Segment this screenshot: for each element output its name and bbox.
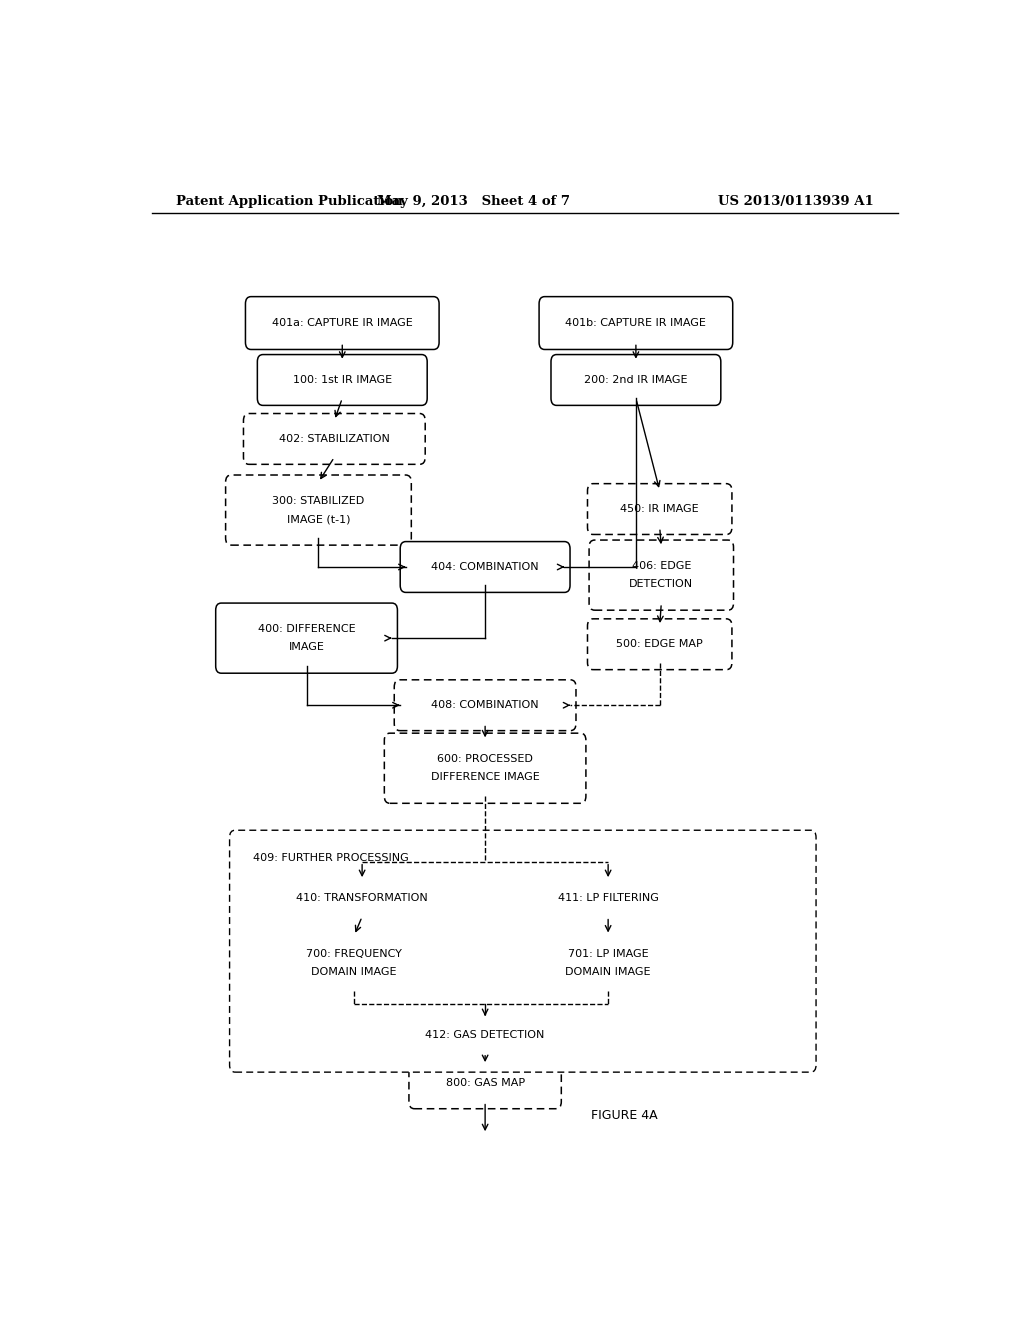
Text: 402: STABILIZATION: 402: STABILIZATION xyxy=(279,434,390,444)
FancyBboxPatch shape xyxy=(400,541,570,593)
Text: May 9, 2013   Sheet 4 of 7: May 9, 2013 Sheet 4 of 7 xyxy=(377,194,569,207)
FancyBboxPatch shape xyxy=(384,733,586,804)
FancyBboxPatch shape xyxy=(244,413,425,465)
Text: IMAGE: IMAGE xyxy=(289,642,325,652)
FancyBboxPatch shape xyxy=(225,475,412,545)
FancyBboxPatch shape xyxy=(589,540,733,610)
FancyBboxPatch shape xyxy=(269,873,455,924)
FancyBboxPatch shape xyxy=(409,1057,561,1109)
Text: 409: FURTHER PROCESSING: 409: FURTHER PROCESSING xyxy=(253,853,409,863)
Text: 408: COMBINATION: 408: COMBINATION xyxy=(431,700,539,710)
Text: 412: GAS DETECTION: 412: GAS DETECTION xyxy=(425,1030,545,1040)
Text: 800: GAS MAP: 800: GAS MAP xyxy=(445,1078,524,1088)
FancyBboxPatch shape xyxy=(394,680,575,731)
FancyBboxPatch shape xyxy=(216,603,397,673)
Text: 401b: CAPTURE IR IMAGE: 401b: CAPTURE IR IMAGE xyxy=(565,318,707,329)
Text: 450: IR IMAGE: 450: IR IMAGE xyxy=(621,504,699,513)
Text: 400: DIFFERENCE: 400: DIFFERENCE xyxy=(258,624,355,634)
FancyBboxPatch shape xyxy=(521,928,695,998)
FancyBboxPatch shape xyxy=(257,355,427,405)
Text: Patent Application Publication: Patent Application Publication xyxy=(176,194,402,207)
Text: 600: PROCESSED: 600: PROCESSED xyxy=(437,754,534,764)
FancyBboxPatch shape xyxy=(394,1008,575,1060)
Text: IMAGE (t-1): IMAGE (t-1) xyxy=(287,513,350,524)
Text: 404: COMBINATION: 404: COMBINATION xyxy=(431,562,539,572)
Text: 200: 2nd IR IMAGE: 200: 2nd IR IMAGE xyxy=(584,375,688,385)
FancyBboxPatch shape xyxy=(539,297,733,350)
Text: 410: TRANSFORMATION: 410: TRANSFORMATION xyxy=(296,894,428,903)
Text: 500: EDGE MAP: 500: EDGE MAP xyxy=(616,639,703,649)
Text: 406: EDGE: 406: EDGE xyxy=(632,561,691,572)
FancyBboxPatch shape xyxy=(246,297,439,350)
Text: 701: LP IMAGE: 701: LP IMAGE xyxy=(568,949,648,960)
FancyBboxPatch shape xyxy=(229,830,816,1072)
Text: 401a: CAPTURE IR IMAGE: 401a: CAPTURE IR IMAGE xyxy=(272,318,413,329)
Text: US 2013/0113939 A1: US 2013/0113939 A1 xyxy=(718,194,873,207)
FancyBboxPatch shape xyxy=(588,483,732,535)
Text: DOMAIN IMAGE: DOMAIN IMAGE xyxy=(565,968,651,977)
Text: 100: 1st IR IMAGE: 100: 1st IR IMAGE xyxy=(293,375,392,385)
FancyBboxPatch shape xyxy=(525,873,691,924)
FancyBboxPatch shape xyxy=(588,619,732,669)
Text: 700: FREQUENCY: 700: FREQUENCY xyxy=(306,949,402,960)
Text: 411: LP FILTERING: 411: LP FILTERING xyxy=(558,894,658,903)
Text: FIGURE 4A: FIGURE 4A xyxy=(591,1109,657,1122)
FancyBboxPatch shape xyxy=(267,928,441,998)
Text: DETECTION: DETECTION xyxy=(629,579,693,589)
Text: DIFFERENCE IMAGE: DIFFERENCE IMAGE xyxy=(431,772,540,783)
Text: DOMAIN IMAGE: DOMAIN IMAGE xyxy=(311,968,397,977)
FancyBboxPatch shape xyxy=(551,355,721,405)
Text: 300: STABILIZED: 300: STABILIZED xyxy=(272,496,365,506)
